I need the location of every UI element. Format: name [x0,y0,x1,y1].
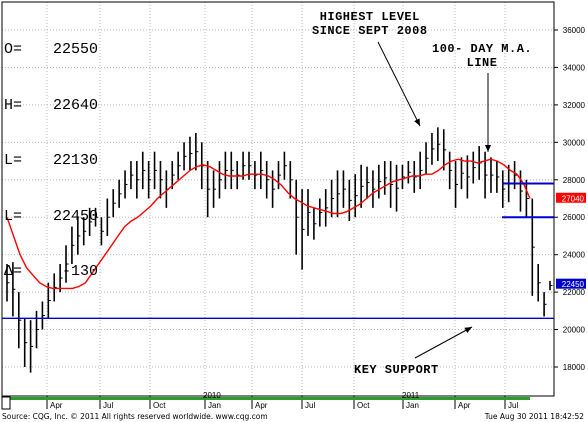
ohlc-last-key: L= [4,207,23,225]
arrow-highest-level [377,41,421,127]
x-tick-label: Jan [406,401,419,410]
ohlc-open: O= 22550 [4,41,98,60]
ohlc-low-key: L= [4,152,23,169]
plot-frame [1,1,555,397]
chart-axes [1,1,558,410]
x-axis-labels: Apr Jul Oct Jan Apr Jul Oct Jan Apr Jul 2010 2011 [50,391,518,410]
annotation-arrows [377,41,491,359]
x-tick-label: Apr [458,401,471,410]
last-price-tag [556,278,586,289]
x-year-label: 2010 [203,391,221,400]
ohlc-last-value: 22450 [52,207,98,225]
ohlc-low-value: 22130 [52,152,98,169]
annotation-highest-level: HIGHEST LEVEL SINCE SEPT 2008 [312,10,428,38]
x-tick-label: Oct [153,401,166,410]
y-tick-label: 32000 [563,101,586,110]
chart-grid [2,2,554,396]
x-tick-label: Jul [508,401,518,410]
ma-price-tag [556,192,586,203]
last-price-tag-label: 22450 [562,280,585,289]
ohlc-readout: O= 22550 H= 22640 L= 22130 L= 22450 Δ= -130 [4,4,98,300]
y-tick-label: 22000 [563,288,586,297]
ohlc-last: L= 22450 [4,208,98,227]
ohlc-change-value: -130 [61,263,98,280]
ohlc-high-key: H= [4,96,23,114]
annotation-key-support: KEY SUPPORT [354,363,439,377]
x-tick-label: Oct [357,401,370,410]
x-tick-label: Jul [305,401,315,410]
horizontal-levels [2,182,554,319]
arrow-key-support-head [464,327,472,333]
arrow-key-support [414,326,473,359]
moving-average-series [6,158,531,290]
x-tick-label: Apr [255,401,268,410]
y-axis-labels: 18000 20000 22000 24000 26000 28000 30000 32000… [563,26,586,372]
ohlc-open-value: 22550 [52,41,98,58]
price-bars [6,127,553,373]
ma-price-tag-label: 27040 [562,194,585,203]
ohlc-high: H= 22640 [4,97,98,116]
y-tick-label: 20000 [563,326,586,335]
ohlc-change-key: Δ= [4,263,23,280]
price-tags: 27040 22450 [556,192,586,289]
y-tick-label: 18000 [563,363,586,372]
timeline-strip [10,397,530,400]
source-credit: Source: CQG, Inc. © 2011 All rights rese… [2,412,268,421]
ohlc-high-value: 22640 [52,96,98,114]
y-tick-label: 24000 [563,251,586,260]
y-tick-label: 30000 [563,138,586,147]
y-tick-label: 36000 [563,26,586,35]
ohlc-open-key: O= [4,41,23,58]
arrow-ma-line-head [485,145,491,152]
y-tick-label: 28000 [563,176,586,185]
ohlc-low: L= 22130 [4,152,98,171]
y-tick-label: 26000 [563,213,586,222]
timestamp: Tue Aug 30 2011 18:42:52 [484,412,584,421]
moving-average-line [6,158,531,290]
x-tick-label: Apr [50,401,63,410]
y-tick-label: 34000 [563,63,586,72]
chart-footer: Source: CQG, Inc. © 2011 All rights rese… [0,410,588,422]
x-year-label: 2011 [402,391,420,400]
arrow-highest-level-head [414,118,420,126]
ohlc-change: Δ= -130 [4,263,98,282]
scroll-left-box [1,396,11,410]
x-tick-label: Jan [208,401,221,410]
annotation-ma-line: 100- DAY M.A. LINE [432,42,533,70]
x-tick-label: Jul [103,401,113,410]
